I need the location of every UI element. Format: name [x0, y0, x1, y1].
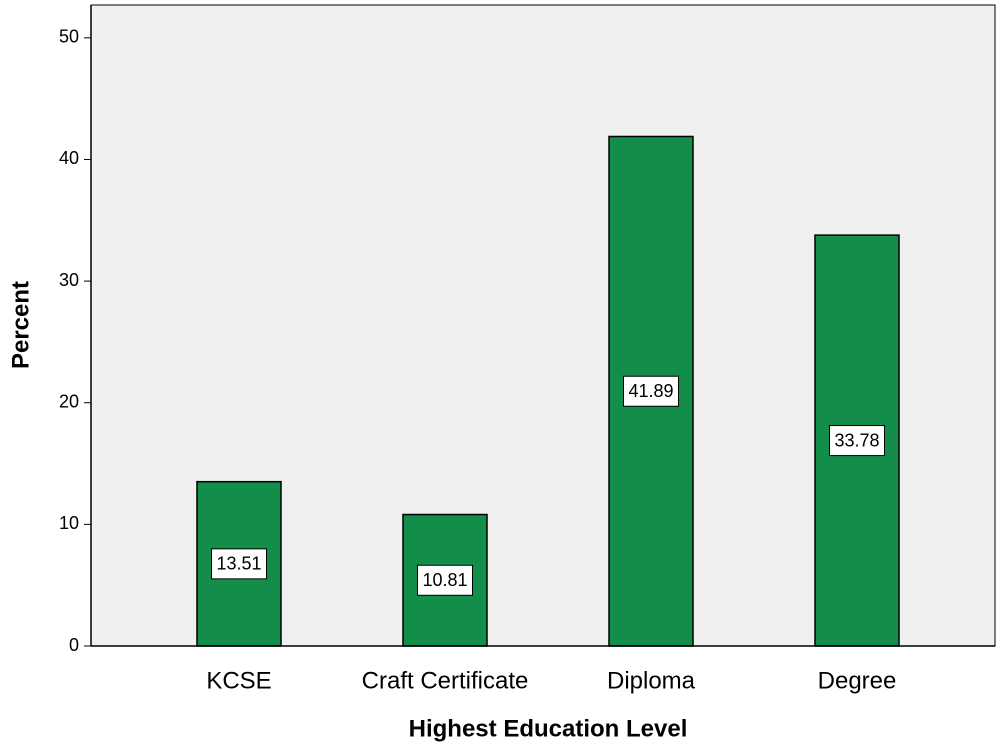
value-label-box: [622, 375, 680, 407]
x-tick-label: Diploma: [607, 667, 696, 694]
y-tick-label: 20: [59, 391, 79, 411]
y-tick-label: 0: [69, 635, 79, 655]
value-label: 13.51: [216, 554, 261, 574]
y-axis-title: Percent: [7, 281, 34, 369]
x-tick-label: KCSE: [206, 667, 271, 694]
y-tick-label: 50: [59, 27, 79, 47]
y-tick-label: 10: [59, 513, 79, 533]
x-axis-title: Highest Education Level: [409, 715, 688, 742]
x-tick-label: Degree: [818, 667, 897, 694]
y-tick-label: 40: [59, 148, 79, 168]
value-label-box: [416, 564, 474, 596]
value-label: 41.89: [628, 381, 673, 401]
value-label: 33.78: [834, 430, 879, 450]
x-tick-label: Craft Certificate: [362, 667, 529, 694]
value-label: 10.81: [422, 570, 467, 590]
y-tick-label: 30: [59, 270, 79, 290]
value-label-box: [210, 548, 268, 580]
value-label-box: [828, 425, 886, 457]
